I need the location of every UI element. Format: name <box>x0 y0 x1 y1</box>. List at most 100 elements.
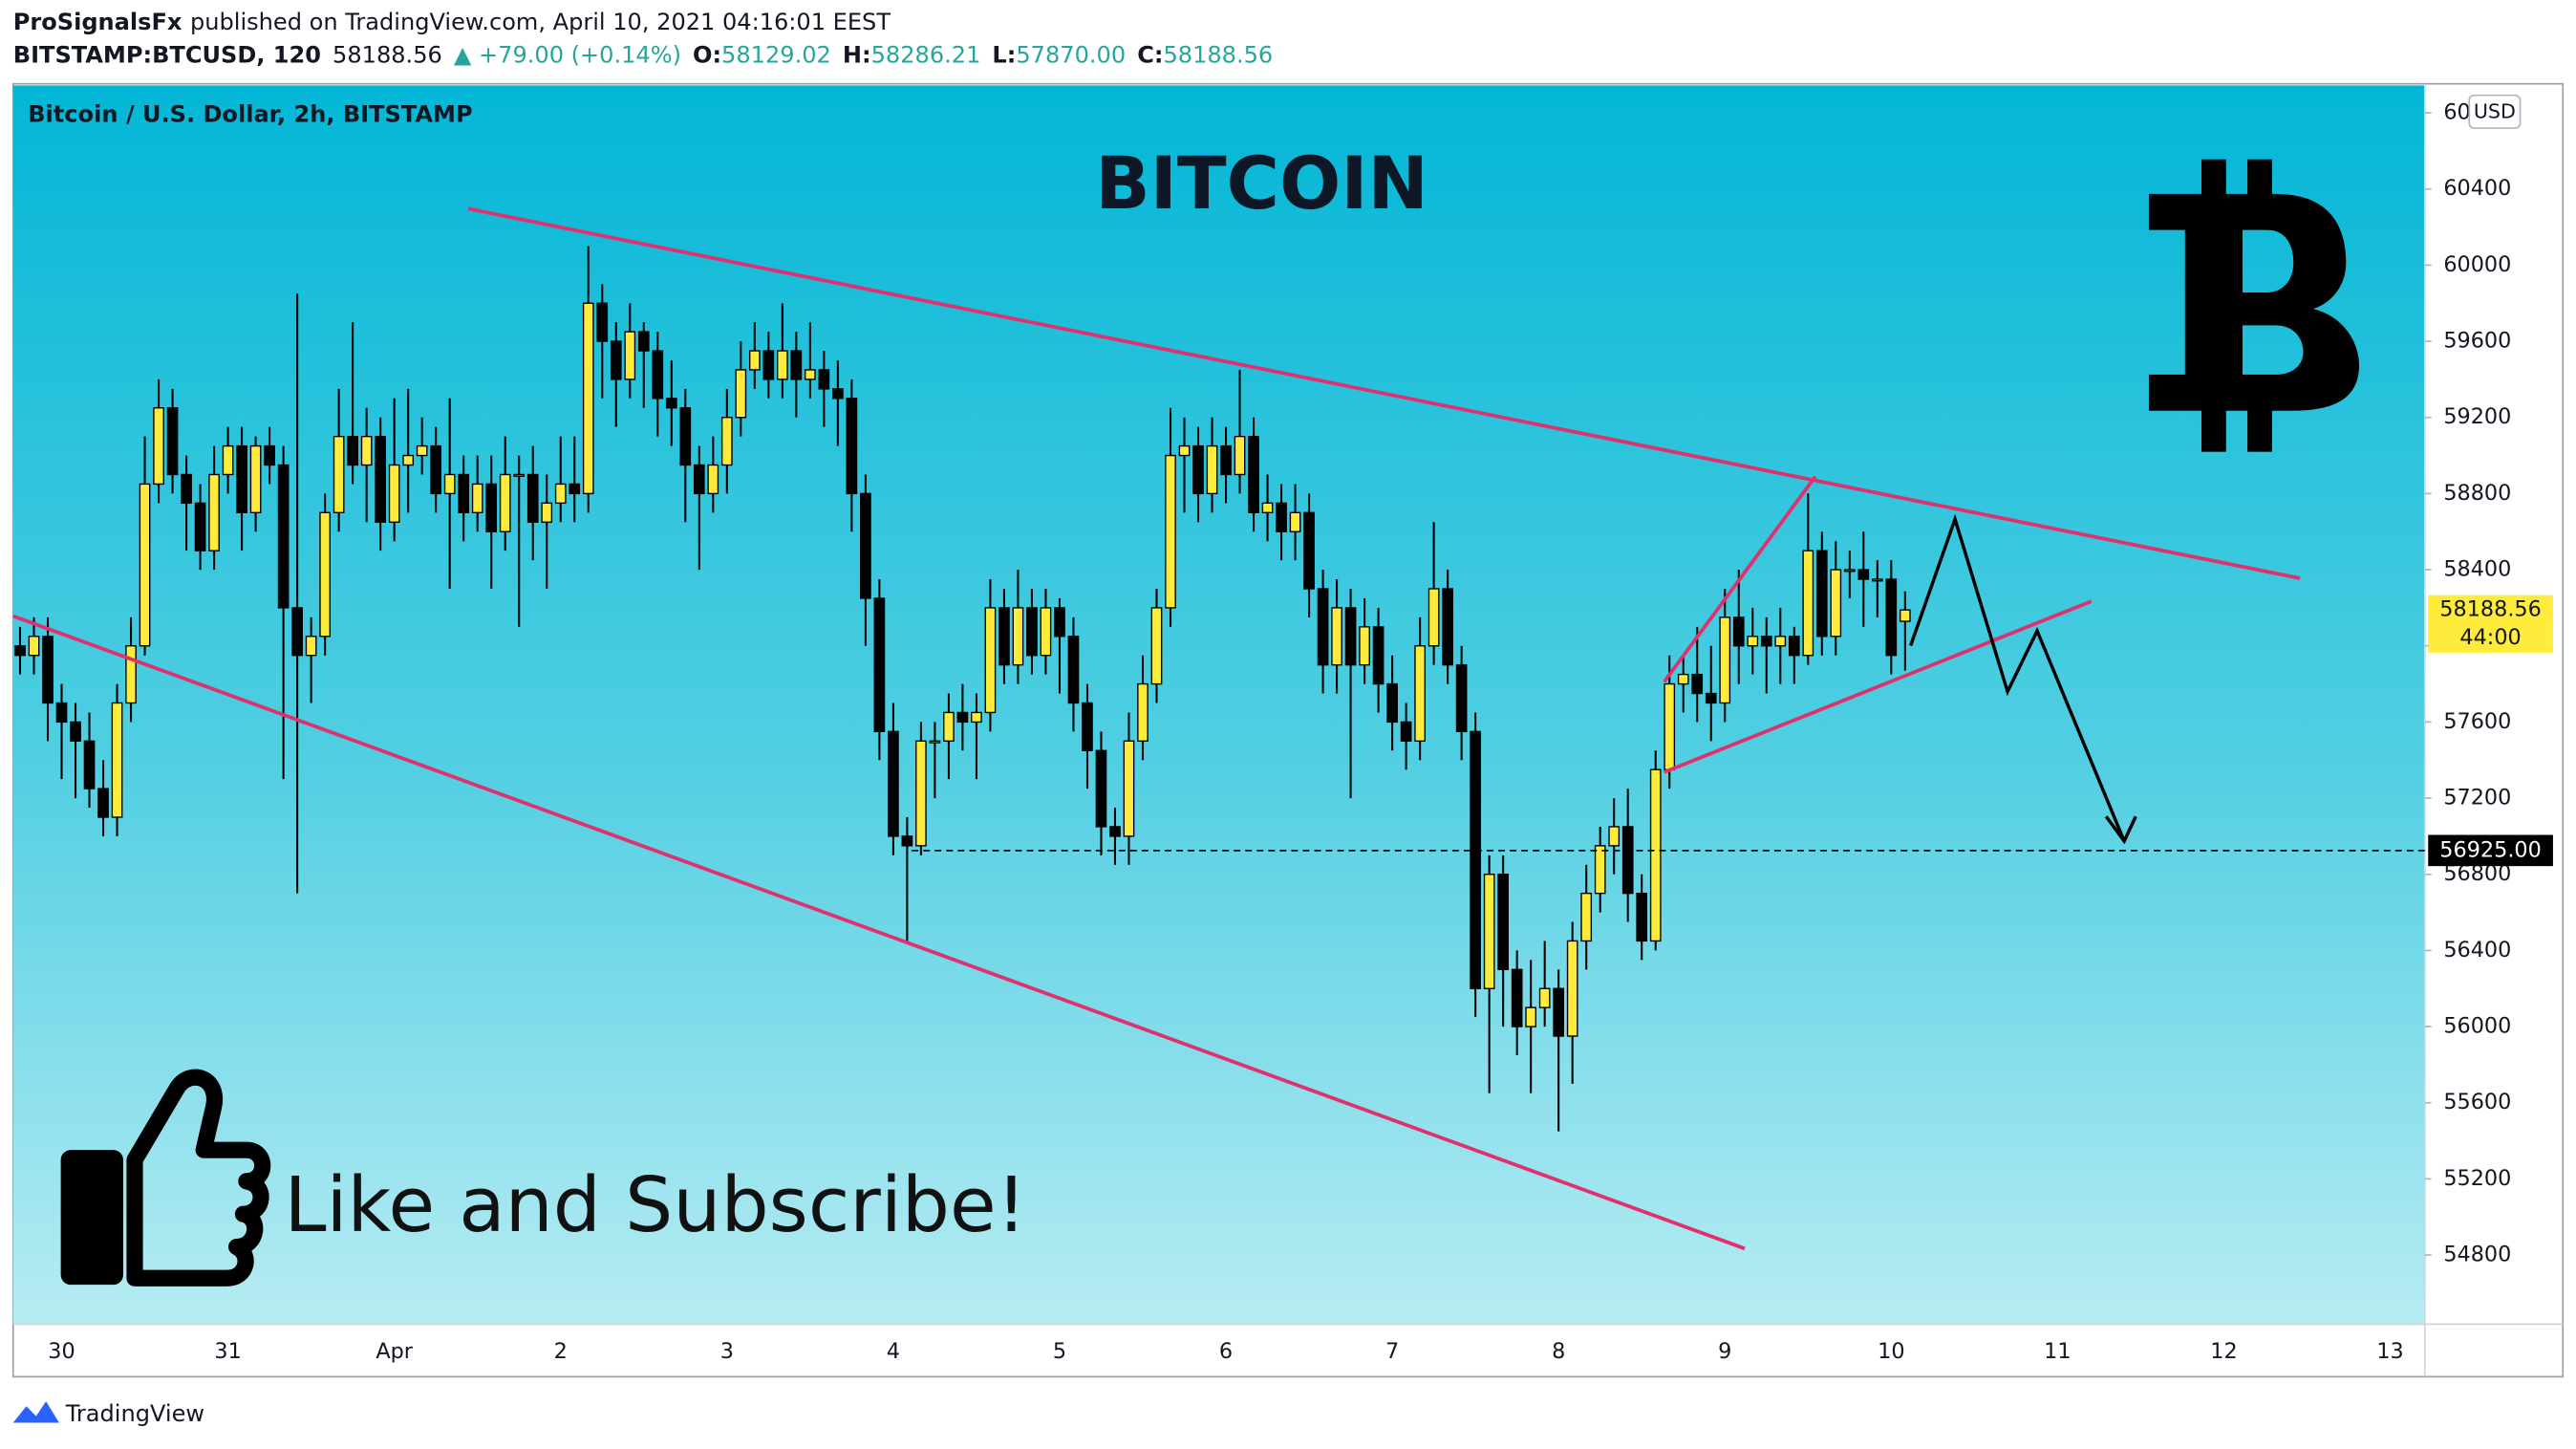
x-tick-label: 5 <box>1053 1339 1066 1364</box>
hline-label-box <box>2428 834 2553 867</box>
thumb-cuff <box>60 1150 123 1286</box>
candle-body <box>1788 636 1800 657</box>
candle-body <box>624 331 636 380</box>
candle-body <box>181 473 192 505</box>
candle-body <box>1885 578 1898 657</box>
bitcoin-logo-bar <box>2200 159 2226 201</box>
candle-body <box>402 454 415 466</box>
candle-body <box>846 398 858 495</box>
bitcoin-logo-bar <box>2247 403 2272 452</box>
x-tick-label: 4 <box>887 1339 900 1364</box>
candle-body <box>1372 626 1385 685</box>
candle-body <box>1095 749 1107 828</box>
candle-body <box>139 483 151 647</box>
candle-body <box>375 435 387 523</box>
candle-body <box>943 711 955 743</box>
candle-body <box>1234 435 1246 476</box>
x-tick-label: 6 <box>1219 1339 1233 1364</box>
candle-body <box>748 350 761 371</box>
ohlc-label: O: <box>693 41 721 68</box>
x-tick-label: 8 <box>1552 1339 1565 1364</box>
candle-body <box>111 702 123 818</box>
candle-body <box>125 645 137 704</box>
candle-body <box>1303 511 1315 590</box>
plot-background <box>12 85 2425 1325</box>
candle-body <box>42 636 54 704</box>
candle-body <box>360 435 373 466</box>
candle-body <box>929 740 941 744</box>
candle-body <box>430 444 442 495</box>
candle-body <box>1691 673 1704 695</box>
x-tick-label: 30 <box>48 1339 75 1364</box>
candle-body <box>1857 569 1870 580</box>
candle-body <box>1843 569 1856 573</box>
candle-body <box>1608 826 1621 847</box>
currency-badge <box>2468 94 2522 129</box>
time-axis: 30 31 Apr 2 3 4 5 6 7 8 9 10 11 12 13 <box>48 1339 2403 1364</box>
candle-body <box>1497 874 1510 971</box>
candle-body <box>1815 550 1828 638</box>
candle-body <box>790 350 803 380</box>
price-labels: 56925.00 58188.56 44:00 USD <box>2428 94 2553 867</box>
candle-body <box>28 636 40 657</box>
candle-body <box>1830 569 1842 638</box>
candle-body <box>458 473 470 514</box>
candle-body <box>513 473 526 477</box>
x-tick-label: 7 <box>1385 1339 1399 1364</box>
y-tick-label: 55200 <box>2443 1166 2511 1191</box>
candle-body <box>1026 607 1038 657</box>
candle-body <box>1774 636 1787 647</box>
ohlc-label: L: <box>992 41 1016 68</box>
x-tick-label: 9 <box>1718 1339 1731 1364</box>
candle-body <box>1012 607 1024 666</box>
candle-body <box>984 607 997 714</box>
author: ProSignalsFx <box>13 9 182 35</box>
candle-body <box>1331 607 1342 666</box>
candle-body <box>1344 607 1357 666</box>
y-tick-label: 56400 <box>2443 938 2511 962</box>
candle-body <box>291 607 303 657</box>
candle-body <box>153 407 164 486</box>
candle-body <box>388 464 400 523</box>
candle-body <box>1067 636 1080 704</box>
candle-body <box>679 407 692 466</box>
y-tick-label: 58400 <box>2443 557 2511 582</box>
candle-body <box>776 350 788 380</box>
publish-line: ProSignalsFx published on TradingView.com… <box>13 9 891 35</box>
logo-icon <box>12 1401 59 1423</box>
candle-body <box>1483 874 1495 989</box>
y-tick-label: 58800 <box>2443 481 2511 506</box>
bitcoin-logo-bar <box>2200 403 2226 452</box>
candle-body <box>1871 578 1883 582</box>
y-tick-label: 55600 <box>2443 1090 2511 1114</box>
ohlc-value: 58286.21 <box>871 41 981 68</box>
trend-line <box>12 614 1746 1251</box>
candle-body <box>1732 616 1745 647</box>
price: 58188.56 <box>333 41 442 68</box>
ohlc-label: C: <box>1137 41 1163 68</box>
candle-body <box>1538 987 1551 1008</box>
y-tick-label: 57600 <box>2443 709 2511 734</box>
candle-body <box>805 369 816 380</box>
candle-body <box>1511 968 1523 1027</box>
candle-body <box>1455 663 1468 733</box>
x-tick-label: Apr <box>376 1339 413 1364</box>
candle-body <box>333 435 345 514</box>
plot: Bitcoin / U.S. Dollar, 2h, BITSTAMP BITC… <box>12 100 2425 1287</box>
x-tick-label: 2 <box>554 1339 568 1364</box>
footer-brand: TradingView <box>65 1400 204 1427</box>
candle-body <box>1082 702 1093 751</box>
candle-body <box>818 369 830 390</box>
candle-body <box>1289 511 1301 532</box>
candle-body <box>526 473 539 523</box>
published: published on TradingView.com, April 10, … <box>190 9 891 35</box>
candle-body <box>1123 740 1135 837</box>
bitcoin-logo-bar <box>2247 159 2272 201</box>
projection-arrow <box>1909 513 2126 842</box>
candle-body <box>1317 588 1329 666</box>
candle-body <box>166 407 179 476</box>
candle-body <box>1386 682 1398 724</box>
candle-body <box>249 444 262 514</box>
symbol: BITSTAMP:BTCUSD, 120 <box>13 41 321 68</box>
candle-body <box>652 350 664 400</box>
